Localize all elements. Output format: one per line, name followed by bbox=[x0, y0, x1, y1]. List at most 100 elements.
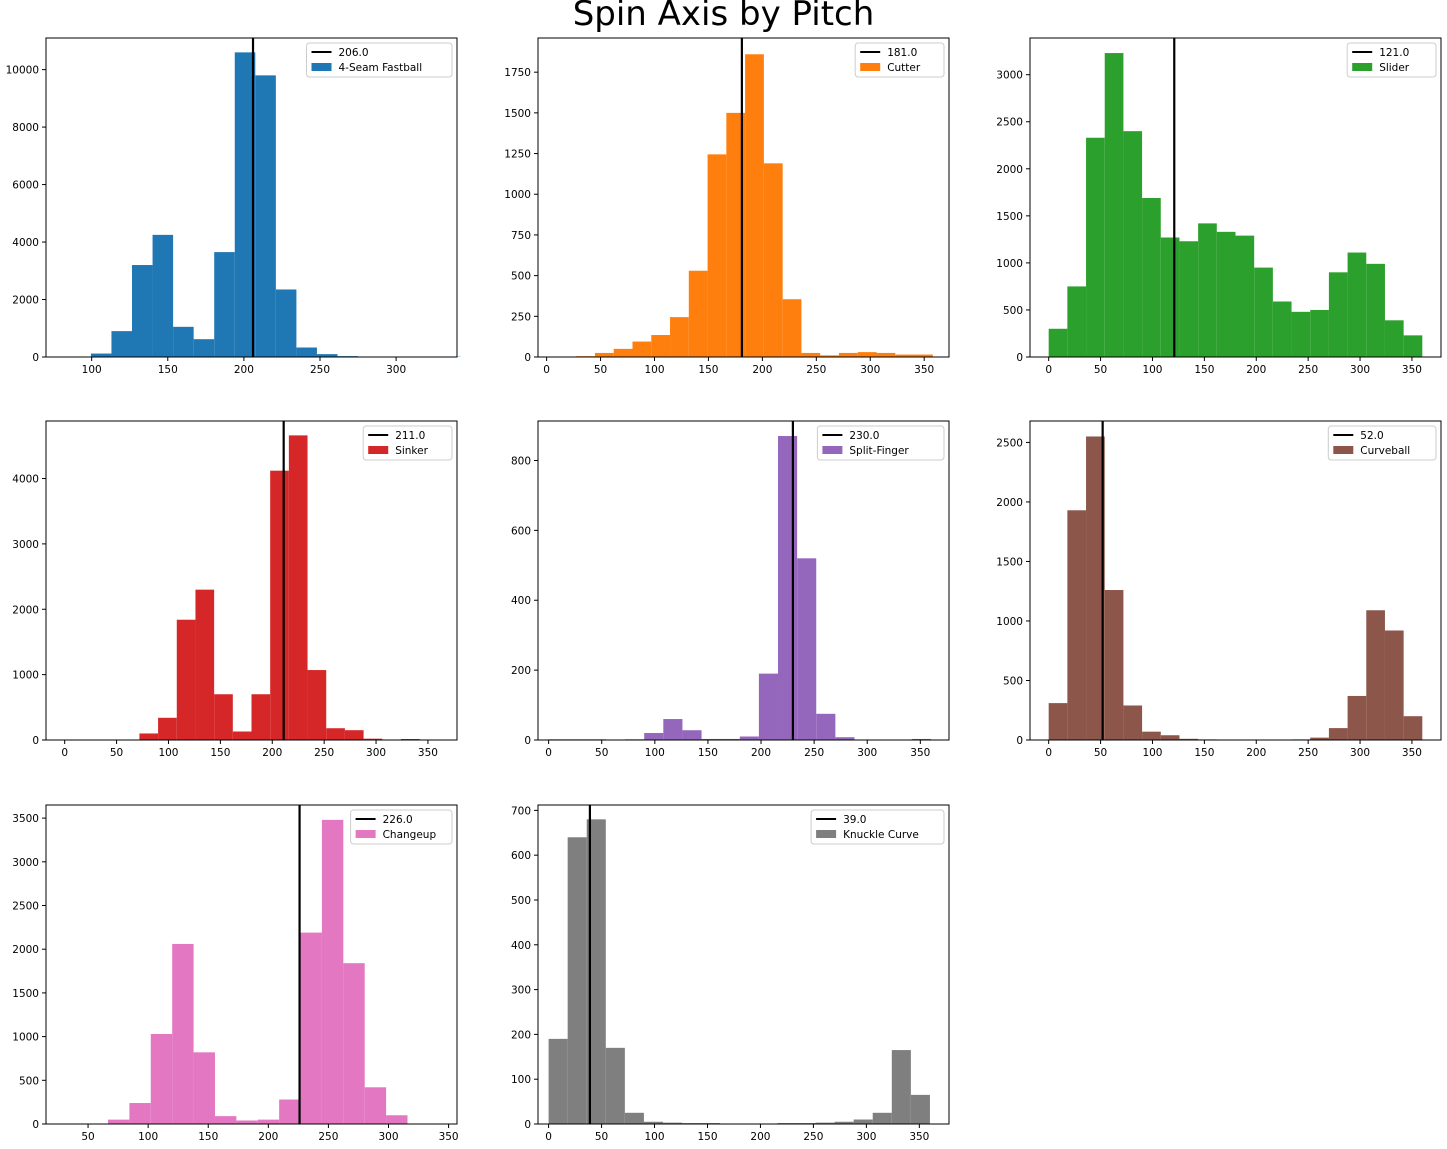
histogram-bar bbox=[214, 252, 235, 357]
x-tick-label: 0 bbox=[543, 364, 550, 376]
x-tick-label: 200 bbox=[234, 364, 254, 376]
legend-median-label: 211.0 bbox=[395, 430, 425, 442]
histogram-bar bbox=[108, 1119, 130, 1124]
histogram-bar bbox=[739, 736, 759, 740]
y-tick-label: 700 bbox=[511, 805, 531, 817]
histogram-bar bbox=[914, 354, 933, 357]
histogram-bar bbox=[910, 1094, 930, 1124]
histogram-bar bbox=[891, 1050, 911, 1124]
axes-frame bbox=[1029, 420, 1442, 741]
y-tick-label: 500 bbox=[511, 271, 531, 283]
y-tick-label: 2500 bbox=[996, 117, 1023, 129]
histogram-bar bbox=[139, 733, 159, 740]
y-tick-label: 200 bbox=[511, 665, 531, 677]
x-tick-label: 250 bbox=[806, 364, 826, 376]
histogram-bar bbox=[279, 1099, 301, 1124]
histogram-bar bbox=[1347, 695, 1367, 740]
x-tick-label: 350 bbox=[439, 1131, 459, 1143]
histogram-bar bbox=[1142, 731, 1161, 740]
x-tick-label: 350 bbox=[910, 747, 930, 759]
histogram-bar bbox=[1310, 309, 1329, 357]
histogram-bar bbox=[726, 112, 746, 358]
y-tick-label: 10000 bbox=[6, 65, 39, 77]
y-tick-label: 0 bbox=[1016, 352, 1023, 364]
y-tick-label: 0 bbox=[524, 352, 531, 364]
x-tick-label: 200 bbox=[1246, 747, 1266, 759]
legend-series-label: Curveball bbox=[1360, 445, 1410, 457]
subplot-sinker: 0 50 100 150 200 250 300 350 0 1000 2000 3000 4000 21… bbox=[12, 420, 458, 759]
histogram-bar bbox=[662, 1122, 683, 1124]
y-tick-label: 1500 bbox=[996, 211, 1023, 223]
x-tick-label: 50 bbox=[595, 1131, 608, 1143]
histogram-bar bbox=[386, 1115, 408, 1124]
x-tick-label: 350 bbox=[909, 1131, 929, 1143]
y-tick-label: 1000 bbox=[12, 670, 39, 682]
histogram-bar bbox=[838, 352, 858, 357]
x-tick-label: 150 bbox=[1194, 364, 1214, 376]
histogram-bar bbox=[176, 619, 196, 740]
x-tick-label: 200 bbox=[751, 747, 771, 759]
histogram-bar bbox=[1310, 737, 1329, 740]
axes-frame bbox=[45, 804, 458, 1125]
y-tick-label: 600 bbox=[511, 525, 531, 537]
subplot-curveball: 0 50 100 150 200 250 300 350 0 500 1000 1500 2000 250… bbox=[996, 420, 1442, 759]
y-tick-label: 3000 bbox=[996, 70, 1023, 82]
histogram-bar bbox=[321, 819, 344, 1124]
histogram-bar bbox=[214, 1116, 237, 1124]
y-tick-label: 2000 bbox=[12, 604, 39, 616]
legend-median-label: 39.0 bbox=[843, 814, 866, 826]
legend-median-label: 206.0 bbox=[339, 47, 369, 59]
histogram-bar bbox=[1160, 237, 1180, 357]
histogram-bar bbox=[172, 943, 194, 1124]
histogram-bar bbox=[816, 713, 836, 740]
histogram-bar bbox=[682, 730, 702, 740]
histogram-bar bbox=[364, 1087, 387, 1124]
histogram-bar bbox=[835, 737, 855, 740]
x-tick-label: 150 bbox=[210, 747, 230, 759]
axes-frame bbox=[1029, 37, 1442, 358]
y-tick-label: 400 bbox=[511, 595, 531, 607]
histogram-bar bbox=[1328, 272, 1348, 357]
histogram-bar bbox=[801, 352, 821, 357]
histogram-bar bbox=[688, 270, 708, 357]
histogram-bar bbox=[548, 1038, 568, 1124]
axes-frame bbox=[537, 804, 950, 1125]
y-tick-label: 0 bbox=[1016, 735, 1023, 747]
legend-series-label: Changeup bbox=[383, 829, 437, 841]
histogram-bar bbox=[895, 354, 915, 357]
histogram-bar bbox=[1384, 320, 1404, 357]
legend-median-label: 52.0 bbox=[1360, 430, 1383, 442]
histogram-bar bbox=[815, 1122, 835, 1124]
histogram-bar bbox=[624, 1112, 644, 1124]
histogram-bar bbox=[872, 1112, 892, 1124]
y-tick-label: 2000 bbox=[12, 295, 39, 307]
y-tick-label: 800 bbox=[511, 455, 531, 467]
y-tick-label: 3500 bbox=[12, 813, 39, 825]
y-tick-label: 2000 bbox=[12, 944, 39, 956]
x-tick-label: 350 bbox=[1402, 747, 1422, 759]
x-tick-label: 50 bbox=[1094, 747, 1107, 759]
x-tick-label: 350 bbox=[914, 364, 934, 376]
histogram-bar bbox=[1366, 610, 1385, 740]
y-tick-label: 0 bbox=[524, 1119, 531, 1131]
x-tick-label: 100 bbox=[138, 1131, 158, 1143]
legend-series-swatch bbox=[860, 63, 881, 71]
legend-median-label: 121.0 bbox=[1379, 47, 1409, 59]
histogram-bar bbox=[132, 265, 153, 357]
y-tick-label: 100 bbox=[511, 1074, 531, 1086]
legend-box bbox=[810, 809, 945, 845]
y-tick-label: 500 bbox=[1003, 305, 1023, 317]
histogram-bar bbox=[1160, 735, 1180, 740]
y-tick-label: 8000 bbox=[12, 122, 39, 134]
histogram-bar bbox=[1384, 630, 1404, 740]
y-tick-label: 6000 bbox=[12, 180, 39, 192]
x-tick-label: 200 bbox=[1246, 364, 1266, 376]
y-tick-label: 0 bbox=[32, 1119, 39, 1131]
histogram-bar bbox=[1086, 436, 1105, 740]
y-tick-label: 3000 bbox=[12, 857, 39, 869]
histogram-bar bbox=[90, 353, 112, 357]
histogram-bar bbox=[853, 1119, 873, 1124]
x-tick-label: 200 bbox=[750, 1131, 770, 1143]
legend-series-swatch bbox=[816, 830, 837, 838]
x-tick-label: 100 bbox=[158, 747, 178, 759]
